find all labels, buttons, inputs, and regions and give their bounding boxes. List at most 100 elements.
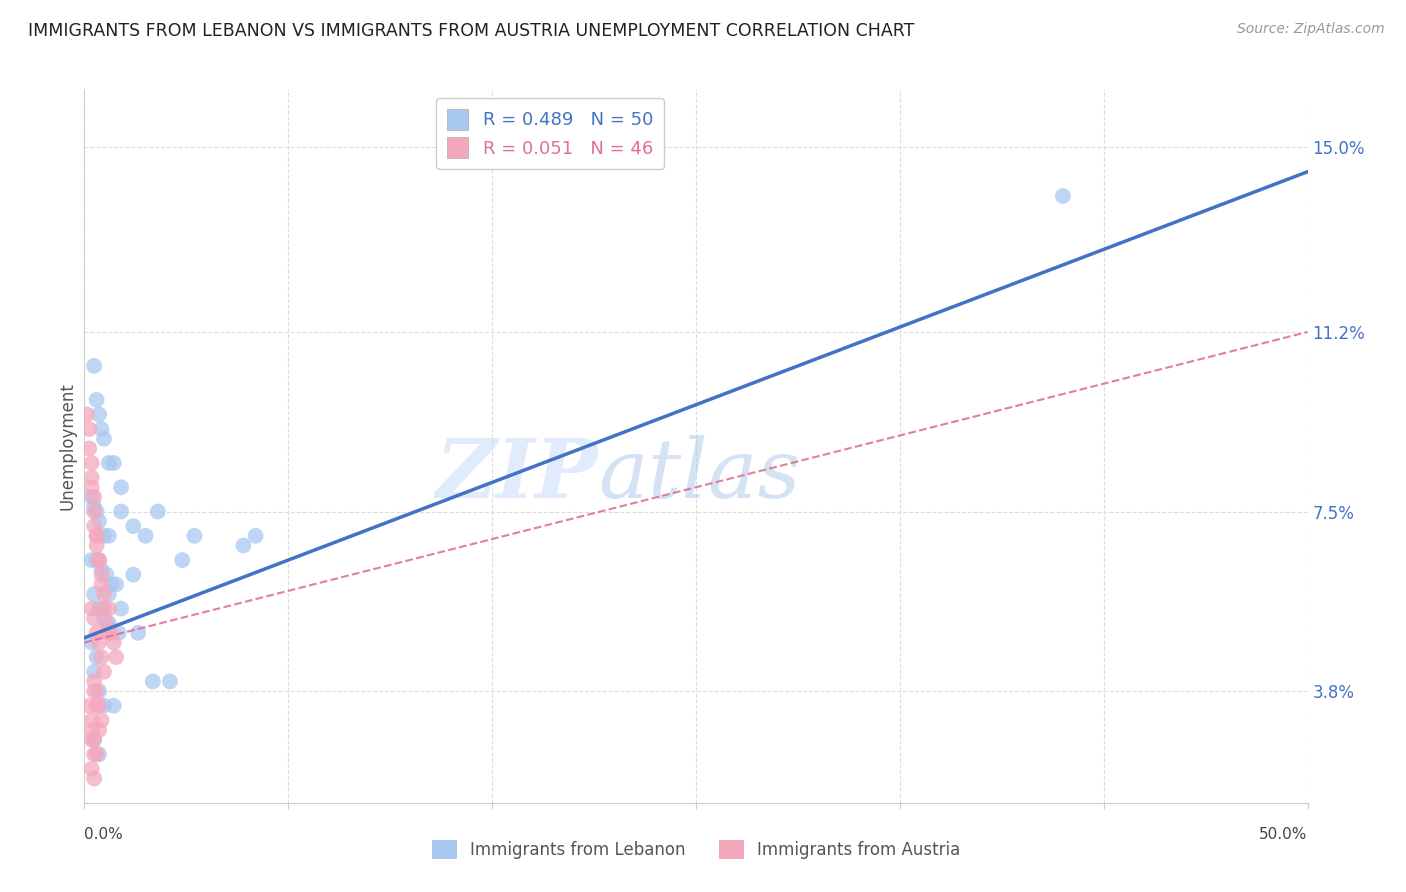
Point xyxy=(83,611,105,625)
Point xyxy=(80,732,103,747)
Y-axis label: Unemployment: Unemployment xyxy=(58,382,76,510)
Point xyxy=(127,626,149,640)
Point xyxy=(83,684,105,698)
Point xyxy=(105,577,128,591)
Point xyxy=(93,611,115,625)
Point xyxy=(146,504,169,518)
Point xyxy=(172,553,194,567)
Point xyxy=(105,650,128,665)
Point xyxy=(90,567,112,582)
Point xyxy=(93,432,115,446)
Point xyxy=(96,567,118,582)
Point xyxy=(86,747,108,762)
Point xyxy=(1052,189,1074,203)
Point xyxy=(86,650,108,665)
Point xyxy=(142,674,165,689)
Point xyxy=(80,456,103,470)
Point xyxy=(86,529,108,543)
Point xyxy=(90,650,112,665)
Point xyxy=(80,480,103,494)
Point xyxy=(83,732,105,747)
Point xyxy=(93,587,115,601)
Point xyxy=(83,504,105,518)
Point xyxy=(80,635,103,649)
Point xyxy=(87,553,110,567)
Point xyxy=(100,577,122,591)
Point xyxy=(87,723,110,737)
Point xyxy=(110,504,132,518)
Point xyxy=(90,577,112,591)
Text: Source: ZipAtlas.com: Source: ZipAtlas.com xyxy=(1237,22,1385,37)
Point xyxy=(110,480,132,494)
Point xyxy=(97,626,120,640)
Point xyxy=(87,747,110,762)
Point xyxy=(83,500,105,514)
Point xyxy=(90,713,112,727)
Point xyxy=(97,626,120,640)
Point xyxy=(90,422,112,436)
Point xyxy=(93,601,115,615)
Point xyxy=(76,408,98,422)
Point xyxy=(97,601,120,615)
Point xyxy=(87,601,110,615)
Point xyxy=(77,422,100,436)
Point xyxy=(87,408,110,422)
Point xyxy=(86,392,108,407)
Point xyxy=(77,698,100,713)
Point xyxy=(83,490,105,504)
Point xyxy=(86,626,108,640)
Point xyxy=(245,529,267,543)
Point xyxy=(97,587,120,601)
Text: atlas: atlas xyxy=(598,434,800,515)
Point xyxy=(93,529,115,543)
Point xyxy=(122,567,145,582)
Point xyxy=(83,587,105,601)
Point xyxy=(83,747,105,762)
Point xyxy=(86,539,108,553)
Point xyxy=(77,442,100,456)
Point xyxy=(80,470,103,484)
Point xyxy=(87,698,110,713)
Point xyxy=(93,665,115,679)
Point xyxy=(103,456,125,470)
Point xyxy=(87,514,110,528)
Legend: Immigrants from Lebanon, Immigrants from Austria: Immigrants from Lebanon, Immigrants from… xyxy=(425,833,967,866)
Point xyxy=(122,519,145,533)
Point xyxy=(87,553,110,567)
Point xyxy=(135,529,157,543)
Point xyxy=(83,665,105,679)
Point xyxy=(80,762,103,776)
Point xyxy=(97,456,120,470)
Point xyxy=(97,616,120,631)
Point xyxy=(232,539,254,553)
Point xyxy=(83,772,105,786)
Point xyxy=(100,626,122,640)
Text: IMMIGRANTS FROM LEBANON VS IMMIGRANTS FROM AUSTRIA UNEMPLOYMENT CORRELATION CHAR: IMMIGRANTS FROM LEBANON VS IMMIGRANTS FR… xyxy=(28,22,914,40)
Point xyxy=(103,635,125,649)
Point xyxy=(87,684,110,698)
Point xyxy=(183,529,205,543)
Point xyxy=(86,698,108,713)
Point xyxy=(83,359,105,373)
Point xyxy=(90,563,112,577)
Point xyxy=(80,723,103,737)
Point xyxy=(96,616,118,631)
Point xyxy=(110,601,132,615)
Point xyxy=(86,684,108,698)
Text: ZIP: ZIP xyxy=(436,434,598,515)
Point xyxy=(107,626,129,640)
Point xyxy=(83,732,105,747)
Point xyxy=(90,601,112,615)
Point xyxy=(103,698,125,713)
Point xyxy=(159,674,181,689)
Point xyxy=(80,713,103,727)
Point xyxy=(83,519,105,533)
Point xyxy=(87,635,110,649)
Point xyxy=(86,553,108,567)
Point xyxy=(93,698,115,713)
Point xyxy=(80,553,103,567)
Point xyxy=(86,504,108,518)
Point xyxy=(97,529,120,543)
Text: 0.0%: 0.0% xyxy=(84,827,124,842)
Point xyxy=(80,601,103,615)
